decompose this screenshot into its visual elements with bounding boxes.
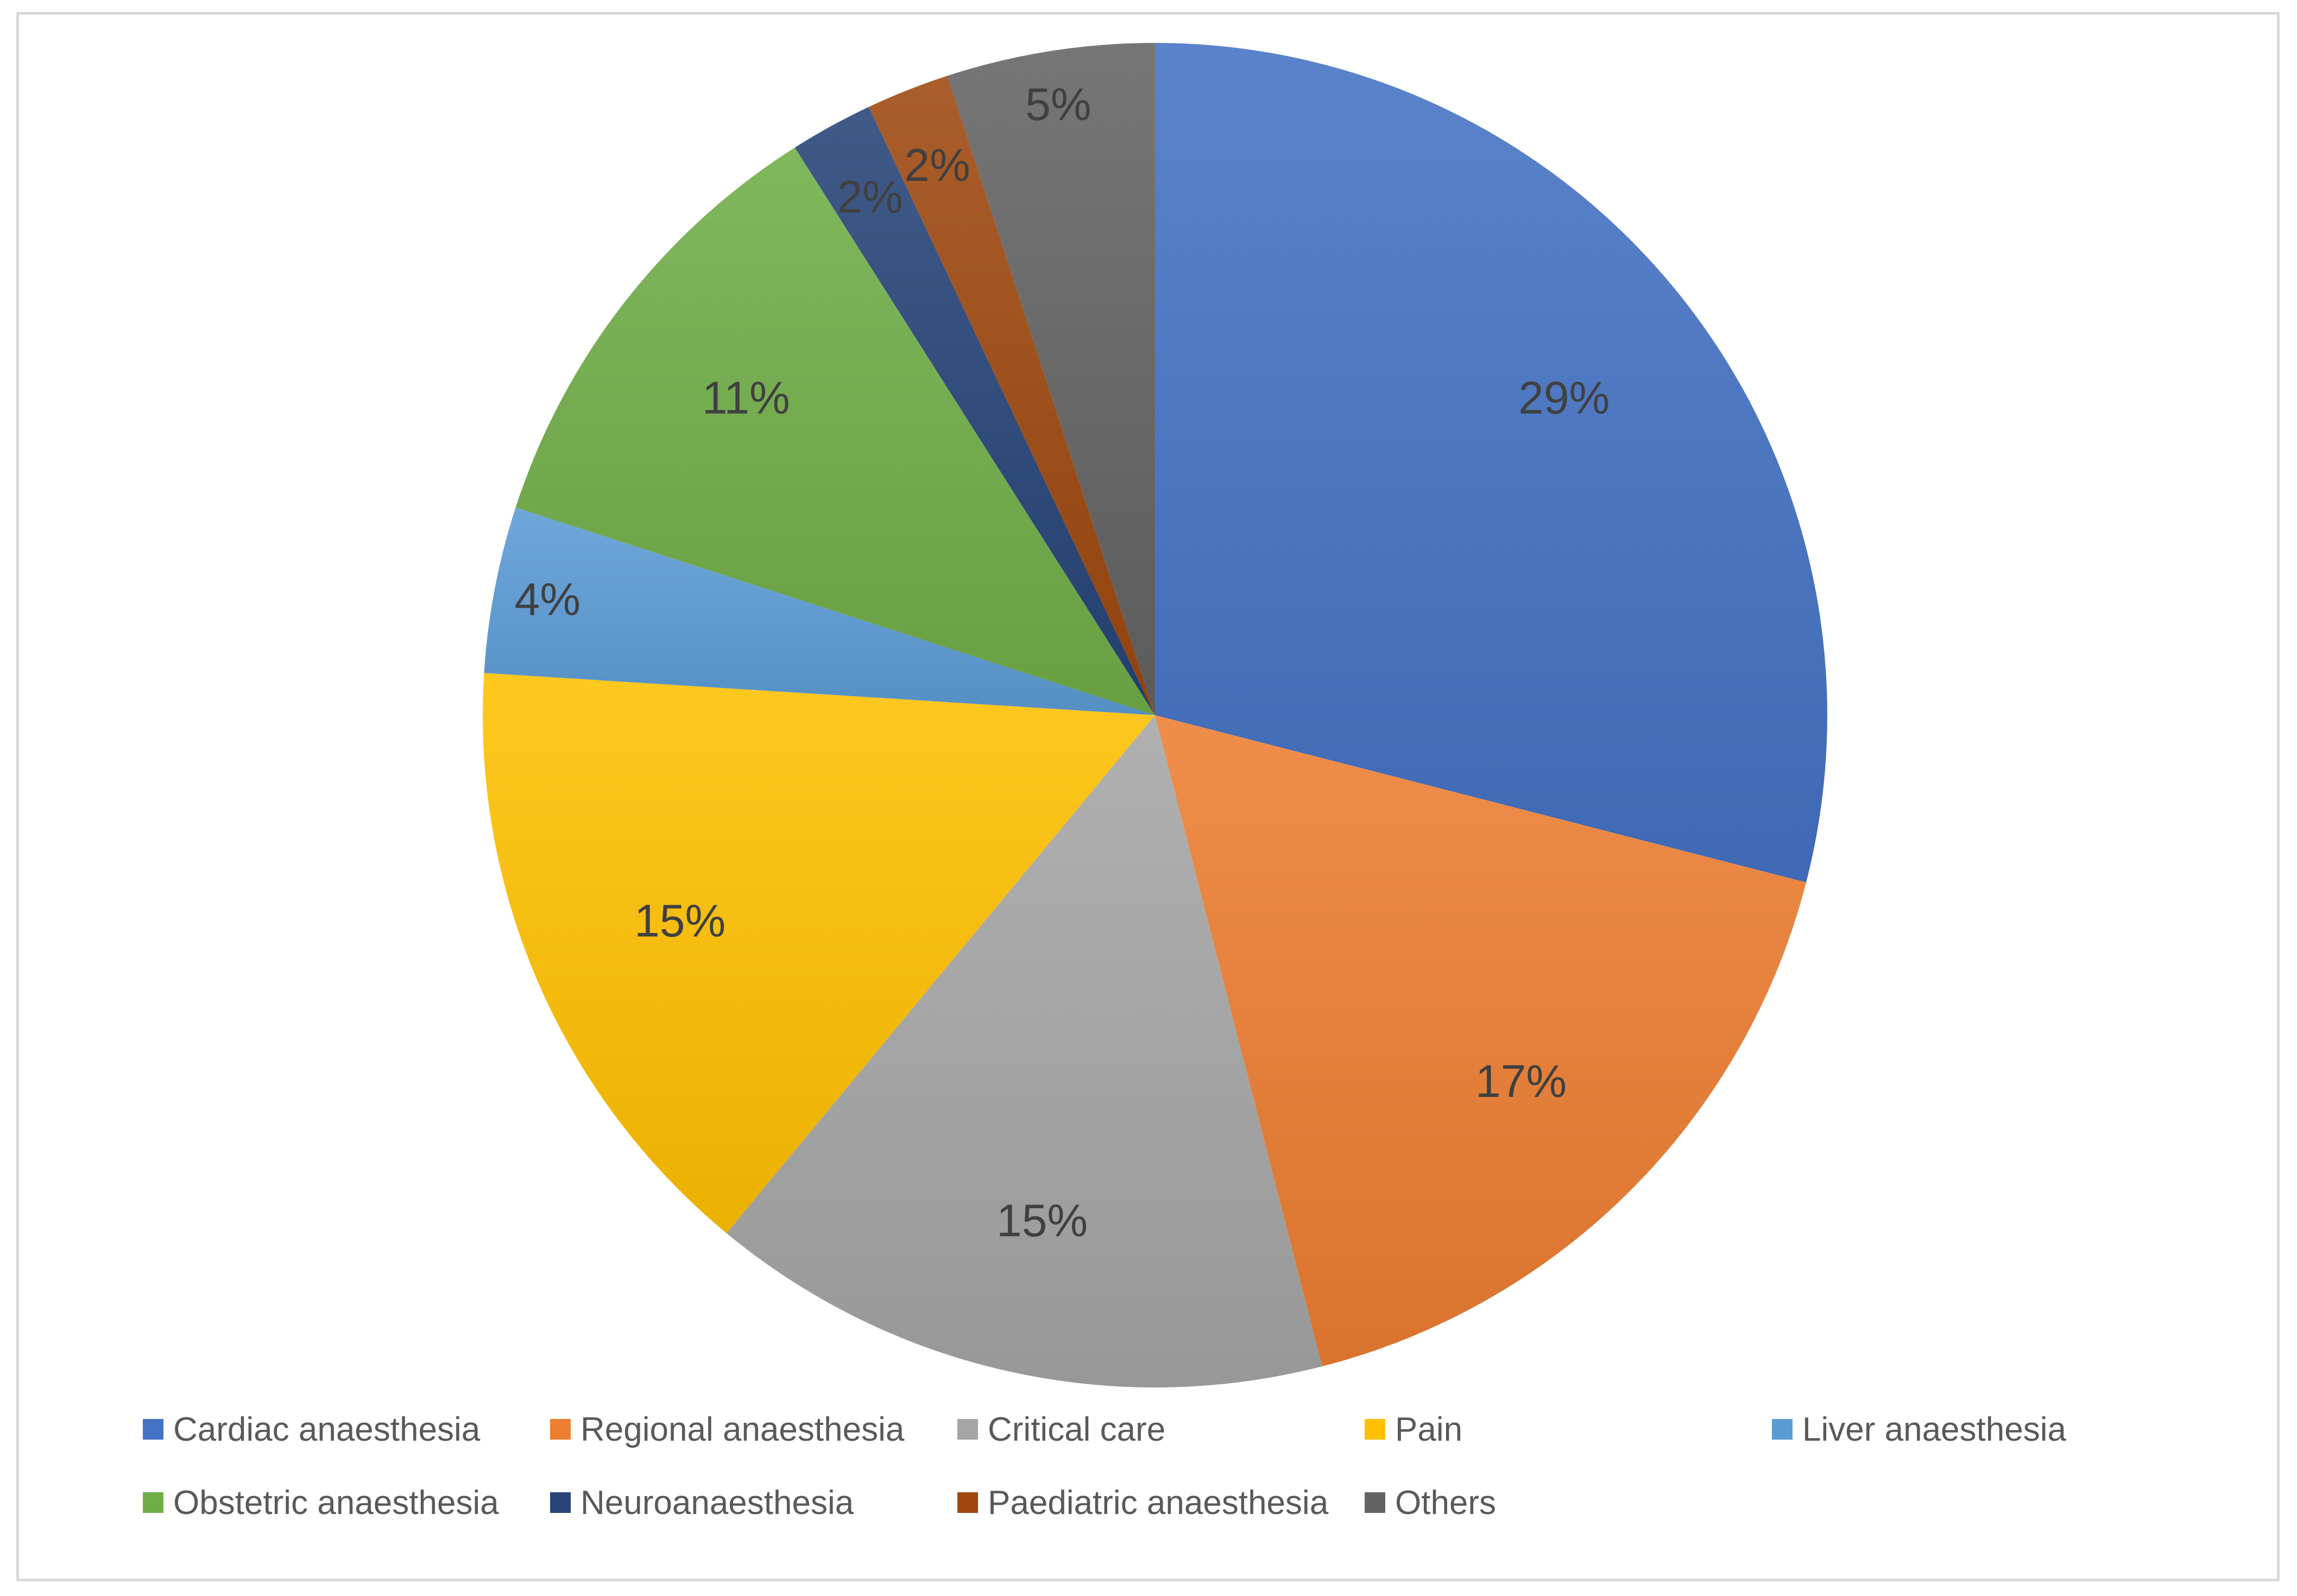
- pie-slice-critical-care: [726, 715, 1322, 1387]
- legend-item-pain: Pain: [1365, 1405, 1462, 1454]
- legend-label: Pain: [1395, 1410, 1463, 1448]
- legend-swatch: [1772, 1419, 1793, 1440]
- legend-item-obstetric-anaesthesia: Obstetric anaesthesia: [143, 1478, 499, 1527]
- chart-area: 29% 17% 15% 15% 4% 11% 2% 2% 5% Cardiac anaesthe…: [16, 12, 2280, 1581]
- legend-item-liver-anaesthesia: Liver anaesthesia: [1772, 1405, 2066, 1454]
- legend-item-cardiac-anaesthesia: Cardiac anaesthesia: [143, 1405, 480, 1454]
- legend-swatch: [957, 1492, 978, 1513]
- legend-label: Critical care: [988, 1410, 1166, 1448]
- legend-label: Neuroanaesthesia: [580, 1484, 854, 1522]
- legend-swatch: [957, 1419, 978, 1440]
- legend-item-regional-anaesthesia: Regional anaesthesia: [550, 1405, 904, 1454]
- pie-slice-pain: [482, 673, 1155, 1233]
- legend-label: Regional anaesthesia: [580, 1410, 905, 1448]
- legend-item-critical-care: Critical care: [957, 1405, 1165, 1454]
- legend-label: Obstetric anaesthesia: [173, 1484, 499, 1522]
- data-label-cardiac-anaesthesia: 29%: [1518, 373, 1610, 424]
- legend-label: Paediatric anaesthesia: [988, 1484, 1329, 1522]
- data-label-paediatric-anaesthesia: 2%: [904, 140, 970, 191]
- legend-label: Others: [1395, 1484, 1497, 1522]
- pie-slice-regional-anaesthesia: [1155, 715, 1807, 1367]
- pie-chart: 29% 17% 15% 15% 4% 11% 2%2% 5%: [482, 43, 1827, 1387]
- pie-slices: [482, 43, 1827, 1387]
- pie-slice-others: [947, 43, 1155, 715]
- data-label-liver-anaesthesia: 4%: [515, 574, 580, 625]
- pie-slice-neuroanaesthesia: [794, 106, 1155, 716]
- legend-label: Cardiac anaesthesia: [173, 1410, 481, 1448]
- pie-slice-obstetric-anaesthesia: [515, 147, 1155, 715]
- legend-swatch: [143, 1419, 163, 1440]
- data-label-neuroanaesthesia: 2%: [837, 171, 903, 222]
- data-label-obstetric-anaesthesia: 11%: [702, 373, 790, 424]
- legend-swatch: [1365, 1419, 1385, 1440]
- legend-swatch: [550, 1419, 571, 1440]
- pie-slice-paediatric-anaesthesia: [868, 75, 1155, 715]
- data-label-critical-care: 15%: [996, 1195, 1088, 1246]
- data-label-pain: 15%: [634, 895, 725, 947]
- pie-slice-liver-anaesthesia: [484, 507, 1156, 715]
- legend-item-others: Others: [1365, 1478, 1496, 1527]
- legend-label: Liver anaesthesia: [1802, 1410, 2066, 1448]
- data-label-regional-anaesthesia: 17%: [1475, 1056, 1567, 1107]
- data-labels: 29% 17% 15% 15% 4% 11% 2%2% 5%: [515, 79, 1610, 1246]
- legend-item-neuroanaesthesia: Neuroanaesthesia: [550, 1478, 854, 1527]
- pie-slice-cardiac-anaesthesia: [1155, 43, 1827, 882]
- legend-swatch: [1365, 1492, 1385, 1513]
- legend-item-paediatric-anaesthesia: Paediatric anaesthesia: [957, 1478, 1328, 1527]
- legend-swatch: [143, 1492, 163, 1513]
- data-label-others: 5%: [1025, 79, 1091, 130]
- legend-swatch: [550, 1492, 571, 1513]
